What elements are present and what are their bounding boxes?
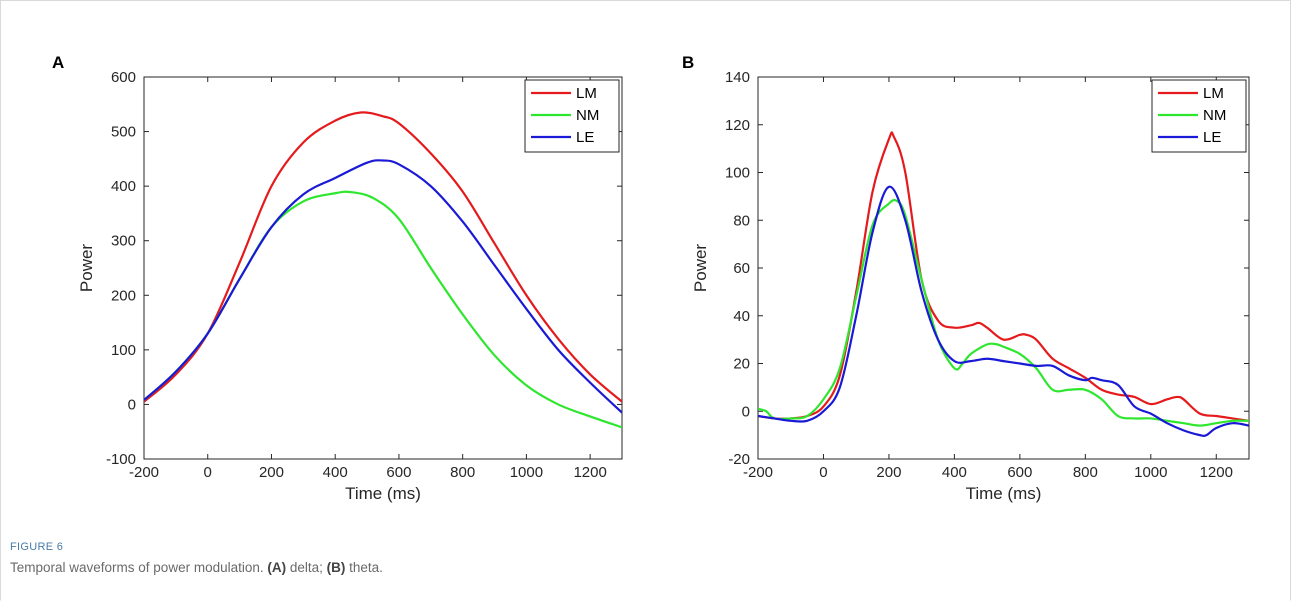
panel-b-x-tick-label: 800	[1073, 464, 1098, 481]
panel-a-x-tick-label: 600	[386, 464, 411, 481]
panel-a-y-tick-label: 400	[111, 178, 136, 195]
panel-b-series-line-le	[758, 185, 1249, 437]
panel-b-x-axis-label: Time (ms)	[966, 484, 1042, 503]
panel-b-x-tick-label: 0	[819, 464, 827, 481]
panel-b-y-tick-label: 0	[742, 403, 750, 420]
panel-a-x-tick-label: 1000	[510, 464, 543, 481]
panel-b-y-tick-label: 20	[733, 356, 750, 373]
panel-b-y-tick-label: -20	[728, 451, 750, 468]
panel-b-series-line-nm	[758, 198, 1249, 427]
panel-b-x-tick-label: 1000	[1134, 464, 1167, 481]
panel-a-letter: A	[52, 53, 64, 72]
caption-b-text: theta.	[345, 560, 383, 575]
panel-b-chart: -200 0 200 400 600 800 1000 1200-20020406080100…	[682, 53, 1250, 503]
panel-b-x-tick-label: 600	[1007, 464, 1032, 481]
caption-intro: Temporal waveforms of power modulation.	[10, 560, 268, 575]
panel-a-series-line-le	[144, 159, 622, 414]
figure-caption: Temporal waveforms of power modulation. …	[10, 560, 383, 575]
panel-a-x-tick-label: 800	[450, 464, 475, 481]
panel-a-y-tick-label: -100	[106, 451, 136, 468]
panel-b-x-tick-label: 400	[942, 464, 967, 481]
panel-a-legend-label-lm: LM	[576, 85, 597, 102]
panel-b-x-tick-label: -200	[743, 464, 773, 481]
panel-b-y-tick-label: 140	[725, 69, 750, 86]
panel-a-x-tick-label: 200	[259, 464, 284, 481]
panel-a-x-tick-label: 0	[204, 464, 212, 481]
panel-a-series-group	[144, 111, 622, 429]
panel-a-y-tick-label: 0	[128, 396, 136, 413]
panel-b-y-tick-label: 120	[725, 117, 750, 134]
panel-a-y-tick-label: 200	[111, 287, 136, 304]
panel-a-x-tick-label: -200	[129, 464, 159, 481]
panel-b-y-tick-label: 80	[733, 212, 750, 229]
panel-a-chart: -200 0 200 400 600 800 1000 1200 -100 0 100 200 300 4…	[52, 53, 623, 503]
panel-b-x-tick-label: 1200	[1200, 464, 1233, 481]
panel-b-legend-label-nm: NM	[1203, 107, 1226, 124]
panel-b-x-tick-label: 200	[876, 464, 901, 481]
panel-b-y-tick-label: 100	[725, 165, 750, 182]
panel-a-x-tick-label: 400	[323, 464, 348, 481]
panel-b-y-tick-label: 40	[733, 308, 750, 325]
panel-b-y-axis-label: Power	[691, 244, 710, 293]
panel-a-x-axis-label: Time (ms)	[345, 484, 421, 503]
caption-a-text: delta;	[286, 560, 327, 575]
caption-a-tag: (A)	[267, 560, 287, 575]
panel-a-y-axis-label: Power	[77, 244, 96, 293]
panel-b-legend-label-lm: LM	[1203, 85, 1224, 102]
panel-a-legend-label-nm: NM	[576, 107, 599, 124]
panel-b-legend-label-le: LE	[1203, 129, 1221, 146]
panel-a-y-tick-label: 100	[111, 342, 136, 359]
panel-b-y-tick-label: 60	[733, 260, 750, 277]
panel-a-y-tick-label: 500	[111, 124, 136, 141]
panel-b-series-group	[758, 131, 1249, 437]
caption-b-tag: (B)	[326, 560, 346, 575]
panel-a-y-tick-label: 600	[111, 69, 136, 86]
panel-b-letter: B	[682, 53, 694, 72]
figure-label: FIGURE 6	[10, 541, 64, 553]
panel-a-series-line-lm	[144, 111, 622, 403]
panel-a-x-tick-label: 1200	[573, 464, 606, 481]
panel-a-legend-label-le: LE	[576, 129, 594, 146]
panel-a-y-tick-label: 300	[111, 233, 136, 250]
